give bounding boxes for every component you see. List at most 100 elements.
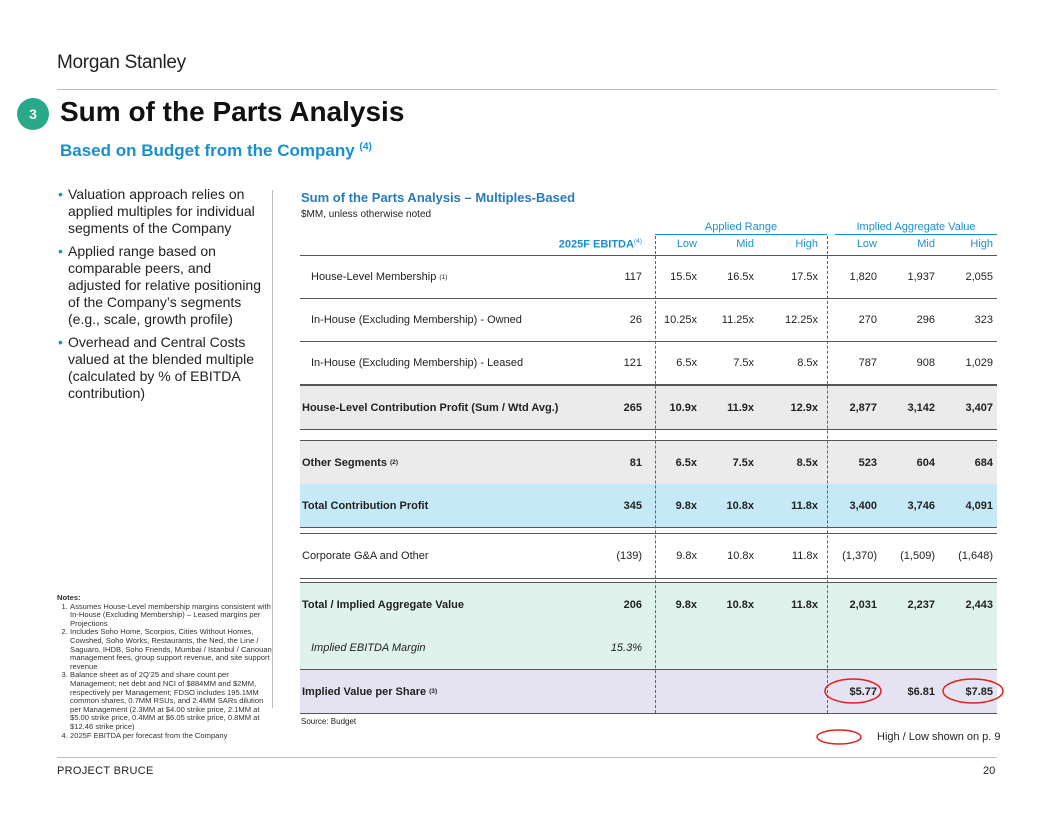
cell: 11.8x [791, 599, 818, 611]
cell: 15.5x [670, 271, 697, 283]
notes-title: Notes: [57, 593, 81, 602]
cell: 206 [623, 599, 642, 611]
cell: 265 [623, 401, 642, 414]
notes: Notes:Assumes House-Level membership mar… [57, 593, 272, 740]
row-label: In-House (Excluding Membership) - Owned [311, 299, 522, 341]
cell: 3,407 [965, 401, 993, 414]
cell: 604 [916, 456, 935, 469]
column-header: Low [577, 238, 697, 250]
row-label-text: House-Level Membership [311, 271, 437, 283]
cell: (139) [616, 550, 642, 562]
bullets: Valuation approach relies on applied mul… [58, 186, 268, 408]
cell: 8.5x [797, 357, 818, 369]
table-row: Total Contribution Profit 345 9.8x 10.8x 11.… [300, 484, 997, 528]
cell: 26 [629, 314, 642, 326]
cell: 9.8x [675, 499, 697, 512]
cell: 684 [974, 456, 993, 469]
cell: 10.8x [727, 550, 754, 562]
cell: 2,443 [965, 599, 993, 611]
column-label: Mid [917, 238, 935, 250]
group-header: Applied Range [655, 221, 827, 235]
cell: 3,746 [907, 499, 935, 512]
table-row: House-Level Contribution Profit (Sum / W… [300, 385, 997, 430]
bullet: Valuation approach relies on applied mul… [58, 186, 268, 237]
row-label-text: In-House (Excluding Membership) - Owned [311, 314, 522, 326]
row-label: House-Level Contribution Profit (Sum / W… [302, 386, 558, 429]
cell: 323 [974, 314, 993, 326]
footer-project: PROJECT BRUCE [57, 765, 154, 777]
bullet: Applied range based on comparable peers,… [58, 243, 268, 328]
source: Source: Budget [301, 717, 357, 726]
row-label-text: Corporate G&A and Other [302, 550, 429, 562]
cell: 9.8x [676, 550, 697, 562]
table-row: Corporate G&A and Other (139) 9.8x 10.8x 11.… [300, 533, 997, 579]
cell: 2,031 [849, 599, 877, 611]
column-header: 2025F EBITDA(4) [522, 238, 642, 251]
column-label: High [970, 238, 993, 250]
table-units: $MM, unless otherwise noted [301, 209, 432, 220]
cell: 8.5x [796, 456, 818, 469]
row-label: Total Contribution Profit [302, 484, 428, 527]
divider [272, 190, 273, 708]
column-label: 2025F EBITDA [558, 238, 634, 251]
cell: 6.5x [676, 357, 697, 369]
column-label: Low [856, 238, 877, 250]
column-header: High [873, 238, 993, 250]
legend-circle [816, 729, 862, 745]
cell: 3,400 [849, 499, 877, 512]
cell: 9.8x [675, 599, 697, 611]
row-label-text: In-House (Excluding Membership) - Leased [311, 357, 524, 369]
section-badge: 3 [17, 98, 49, 130]
column-label: High [795, 238, 818, 250]
header-rule [300, 255, 997, 256]
table-row: House-Level Membership (1) 117 15.5x 16.5x 17… [300, 256, 997, 299]
cell: 1,820 [849, 271, 877, 283]
table-row: In-House (Excluding Membership) - Owned 2… [300, 299, 997, 342]
table-title: Sum of the Parts Analysis – Multiples-Ba… [301, 190, 576, 205]
column-header: High [698, 238, 818, 250]
row-label: Implied EBITDA Margin [311, 626, 426, 669]
row-note: (1) [439, 273, 448, 281]
row-label-text: Total / Implied Aggregate Value [302, 599, 464, 611]
column-label: Mid [736, 238, 754, 250]
cell: 6.5x [675, 456, 697, 469]
column-label: Low [676, 238, 697, 250]
cell: 296 [916, 314, 935, 326]
cell: 2,237 [907, 599, 935, 611]
bullet: Overhead and Central Costs valued at the… [58, 334, 268, 402]
column-header: Mid [634, 238, 754, 250]
column-divider [655, 236, 656, 713]
column-header: Low [757, 238, 877, 250]
cell: 1,029 [965, 357, 993, 369]
row-note: (2) [389, 459, 399, 466]
title: Sum of the Parts Analysis [60, 96, 405, 127]
cell: (1,509) [900, 550, 935, 562]
cell: 117 [624, 271, 642, 283]
cell: 345 [623, 499, 642, 512]
column-header: Mid [815, 238, 935, 250]
row-label-text: Other Segments [302, 456, 387, 469]
row-label-text: House-Level Contribution Profit (Sum / W… [302, 401, 559, 414]
cell: 908 [916, 357, 935, 369]
brand: Morgan Stanley [57, 52, 186, 73]
cell: 7.5x [732, 456, 754, 469]
cell: $6.81 [907, 685, 935, 698]
cell: 11.8x [791, 550, 818, 562]
cell: 2,877 [849, 401, 877, 414]
cell: 1,937 [907, 271, 935, 283]
row-label-text: Implied EBITDA Margin [311, 641, 426, 654]
subtitle-note: (4) [359, 141, 372, 153]
row-label: Other Segments (2) [302, 441, 398, 484]
cell: (1,370) [842, 550, 877, 562]
legend: High / Low shown on p. 9 [877, 731, 1001, 743]
cell: (1,648) [958, 550, 993, 562]
table-row: Total / Implied Aggregate Value 206 9.8x 10… [300, 582, 997, 628]
cell: 17.5x [791, 271, 818, 283]
table-row: Other Segments (2) 81 6.5x 7.5x 8.5x 523 604 684 [300, 440, 997, 485]
cell: 121 [623, 357, 642, 369]
page-number: 20 [983, 765, 996, 777]
cell: 523 [858, 456, 877, 469]
row-label-text: Implied Value per Share [302, 685, 427, 698]
